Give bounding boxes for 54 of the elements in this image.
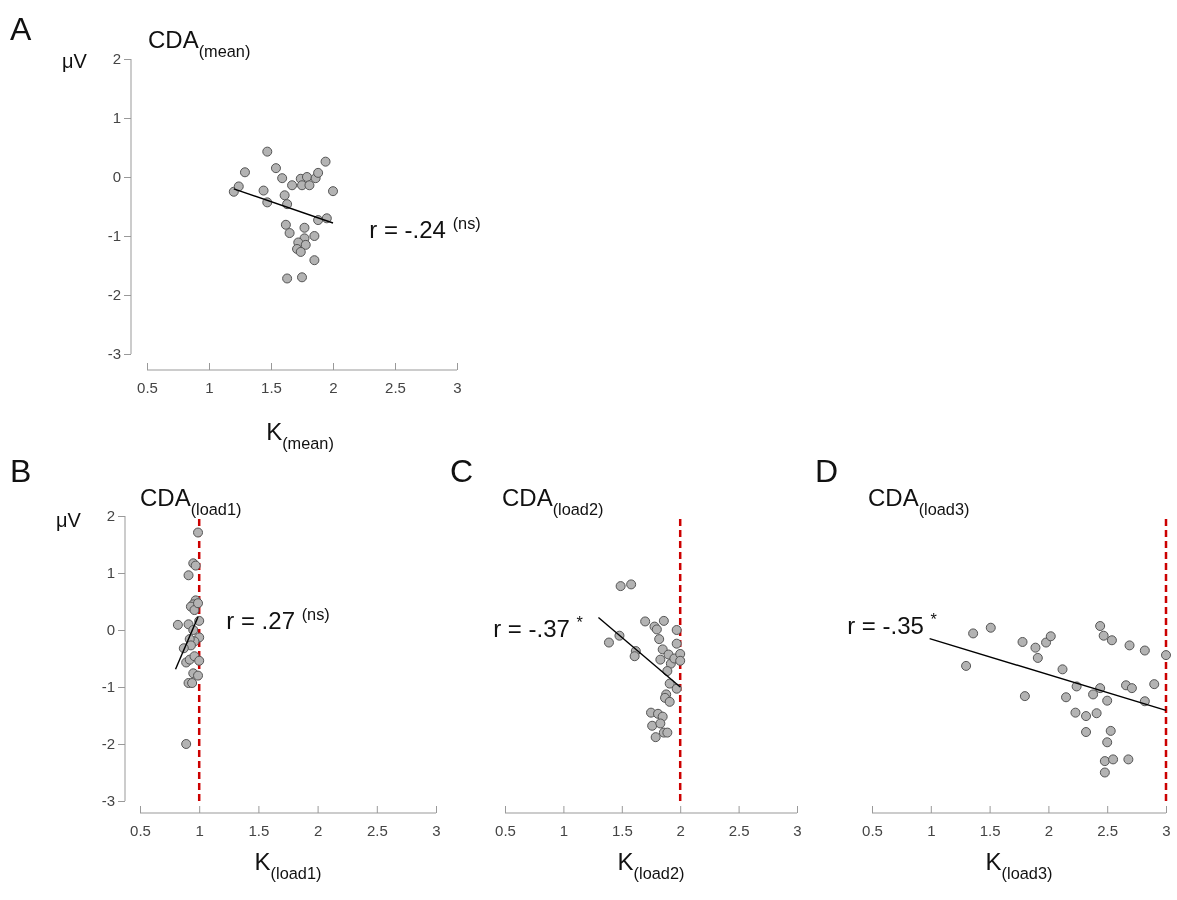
x-tick-label: 1 <box>195 821 204 839</box>
y-tick-label: -2 <box>101 735 115 753</box>
x-axis-title: K$_{(load3)}$ <box>985 848 1053 882</box>
x-tick-label: 3 <box>793 821 802 839</box>
x-tick-label: 2 <box>329 378 338 396</box>
x-tick-label: 0.5 <box>130 821 151 839</box>
x-axis-title: K$_{(mean)}$ <box>266 418 334 452</box>
x-tick-label: 3 <box>453 378 462 396</box>
x-tick-label: 0.5 <box>137 378 158 396</box>
x-tick-label: 1.5 <box>261 378 282 396</box>
text: B <box>10 453 32 489</box>
x-tick-label: 3 <box>1162 821 1171 839</box>
x-tick-label: 0.5 <box>495 821 516 839</box>
chart-title: CDA$_{(load2)}$ <box>502 484 604 518</box>
x-tick-label: 2.5 <box>1097 821 1119 839</box>
x-tick-label: 1.5 <box>611 821 633 839</box>
x-tick-label: 1 <box>927 821 936 839</box>
text: D <box>815 453 839 489</box>
y-tick-label: -2 <box>107 286 121 304</box>
y-tick-label: 1 <box>106 564 115 582</box>
y-tick-label: -1 <box>107 227 121 245</box>
x-tick-label: 3 <box>432 821 441 839</box>
y-tick-label: 2 <box>112 50 121 68</box>
y-tick-label: 1 <box>112 109 121 127</box>
x-tick-label: 2 <box>313 821 323 839</box>
x-tick-label: 2 <box>676 821 685 839</box>
annotation: r = -.24 $^{(ns)}$ <box>369 214 481 243</box>
x-tick-label: 1 <box>205 378 214 396</box>
x-tick-label: 0.5 <box>862 821 883 839</box>
x-axis-title: K$_{(load2)}$ <box>617 848 685 882</box>
y-tick-label: 0 <box>112 168 121 186</box>
chart-title: CDA$_{(load1)}$ <box>140 484 242 518</box>
x-tick-label: 1 <box>559 821 569 839</box>
y-tick-label: -3 <box>101 792 115 810</box>
text: A <box>10 11 32 47</box>
y-tick-label: 2 <box>106 507 115 525</box>
y-axis-title: μV <box>62 50 88 72</box>
chart-title: CDA$_{(mean)}$ <box>148 26 251 60</box>
annotation: r = .27 $^{(ns)}$ <box>226 605 330 634</box>
x-tick-label: 2 <box>1044 821 1054 839</box>
x-tick-label: 1.5 <box>248 821 270 839</box>
x-axis-title: K$_{(load1)}$ <box>254 848 322 882</box>
x-tick-label: 2.5 <box>385 378 406 396</box>
y-tick-label: -3 <box>107 345 121 363</box>
x-tick-label: 1.5 <box>979 821 1001 839</box>
x-tick-label: 2.5 <box>728 821 750 839</box>
y-tick-label: -1 <box>101 678 115 696</box>
x-tick-label: 2.5 <box>366 821 388 839</box>
text: C <box>450 453 474 489</box>
annotation: r = -.35 $^{*}$ <box>847 610 938 639</box>
annotation: r = -.37 $^{*}$ <box>493 613 584 642</box>
y-axis-title: μV <box>56 509 82 531</box>
y-tick-label: 0 <box>106 621 115 639</box>
chart-title: CDA$_{(load3)}$ <box>868 484 970 518</box>
